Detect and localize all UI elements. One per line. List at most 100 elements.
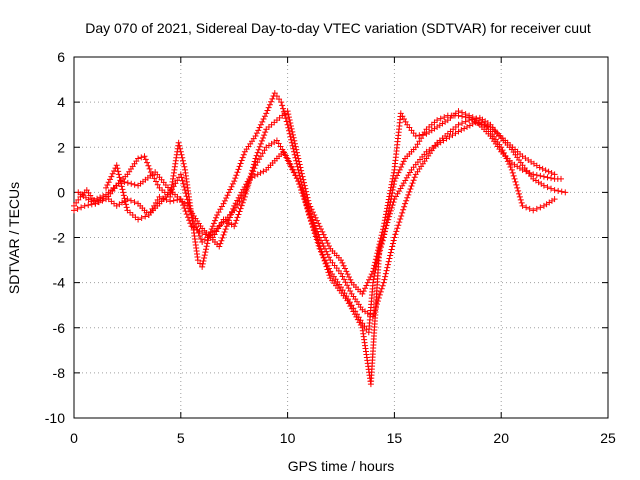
data-point <box>376 291 383 298</box>
data-point <box>266 101 273 108</box>
data-point <box>278 99 285 106</box>
data-point <box>478 121 485 128</box>
data-point <box>510 172 517 179</box>
data-point <box>346 273 353 280</box>
data-point <box>320 254 327 261</box>
data-point <box>183 193 190 200</box>
data-point <box>406 188 413 195</box>
data-point <box>405 191 412 198</box>
data-point <box>151 175 158 182</box>
data-point <box>437 115 444 122</box>
data-point <box>321 257 328 264</box>
data-point <box>402 200 409 207</box>
data-point <box>405 172 412 179</box>
data-point <box>316 243 323 250</box>
data-point <box>376 245 383 252</box>
data-point <box>268 98 275 105</box>
data-point <box>238 202 245 209</box>
data-point <box>297 184 304 191</box>
data-point <box>238 157 245 164</box>
data-point <box>366 276 373 283</box>
data-point <box>396 219 403 226</box>
data-point <box>400 206 407 213</box>
data-point <box>382 211 389 218</box>
data-point <box>339 259 346 266</box>
data-point <box>363 282 370 289</box>
data-point <box>177 145 184 152</box>
data-point <box>242 190 249 197</box>
data-point <box>295 158 302 165</box>
data-point <box>319 252 326 259</box>
data-point <box>149 205 156 212</box>
x-tick-label: 5 <box>177 430 185 446</box>
data-point <box>391 234 398 241</box>
data-point <box>237 192 244 199</box>
data-point <box>390 172 397 179</box>
data-point <box>234 197 241 204</box>
series-trace-d <box>75 119 558 388</box>
data-point <box>338 257 344 264</box>
data-point <box>455 108 462 115</box>
data-point <box>404 194 411 201</box>
data-point <box>411 174 418 181</box>
data-point <box>213 228 220 235</box>
data-point <box>115 168 122 175</box>
data-point <box>516 190 522 197</box>
data-point <box>508 166 515 173</box>
data-point <box>370 268 377 275</box>
data-point <box>197 236 204 243</box>
data-point <box>288 125 295 132</box>
data-point <box>262 129 269 136</box>
data-point <box>287 163 294 170</box>
data-point <box>122 198 129 205</box>
data-point <box>386 213 393 220</box>
data-point <box>289 128 296 135</box>
data-point <box>379 237 386 244</box>
data-point <box>260 116 267 123</box>
data-point <box>391 196 398 203</box>
data-point <box>514 184 521 191</box>
data-point <box>377 288 384 295</box>
data-point <box>298 187 305 194</box>
data-point <box>273 137 280 144</box>
data-point <box>551 196 558 203</box>
data-point <box>156 193 163 200</box>
data-point <box>241 183 248 190</box>
data-point <box>388 246 395 253</box>
data-point <box>315 240 322 247</box>
y-tick-label: 4 <box>57 94 65 110</box>
data-point <box>462 111 469 118</box>
data-point <box>217 240 224 247</box>
data-point <box>284 157 291 164</box>
data-point <box>220 200 227 207</box>
data-point <box>306 211 313 218</box>
data-point <box>464 123 471 130</box>
data-point <box>558 175 565 182</box>
data-point <box>441 114 448 121</box>
data-point <box>227 186 234 193</box>
data-point <box>176 142 183 149</box>
data-point <box>250 161 257 168</box>
data-point <box>455 121 462 128</box>
data-point <box>277 143 284 150</box>
y-tick-label: -6 <box>53 320 66 336</box>
data-point <box>303 191 310 198</box>
data-point <box>499 147 506 154</box>
data-point <box>73 199 80 206</box>
data-point <box>321 245 328 252</box>
data-point <box>324 251 331 258</box>
data-point <box>473 115 480 122</box>
grid <box>74 57 608 418</box>
data-point <box>390 237 397 244</box>
data-point <box>370 265 377 272</box>
data-point <box>387 249 394 256</box>
data-point <box>400 180 407 187</box>
data-point <box>122 201 129 208</box>
data-point <box>416 132 423 139</box>
data-point <box>384 205 391 212</box>
data-point <box>233 172 240 179</box>
data-point <box>218 219 225 226</box>
data-point <box>180 202 187 209</box>
data-point <box>382 270 389 277</box>
data-point <box>105 179 112 186</box>
